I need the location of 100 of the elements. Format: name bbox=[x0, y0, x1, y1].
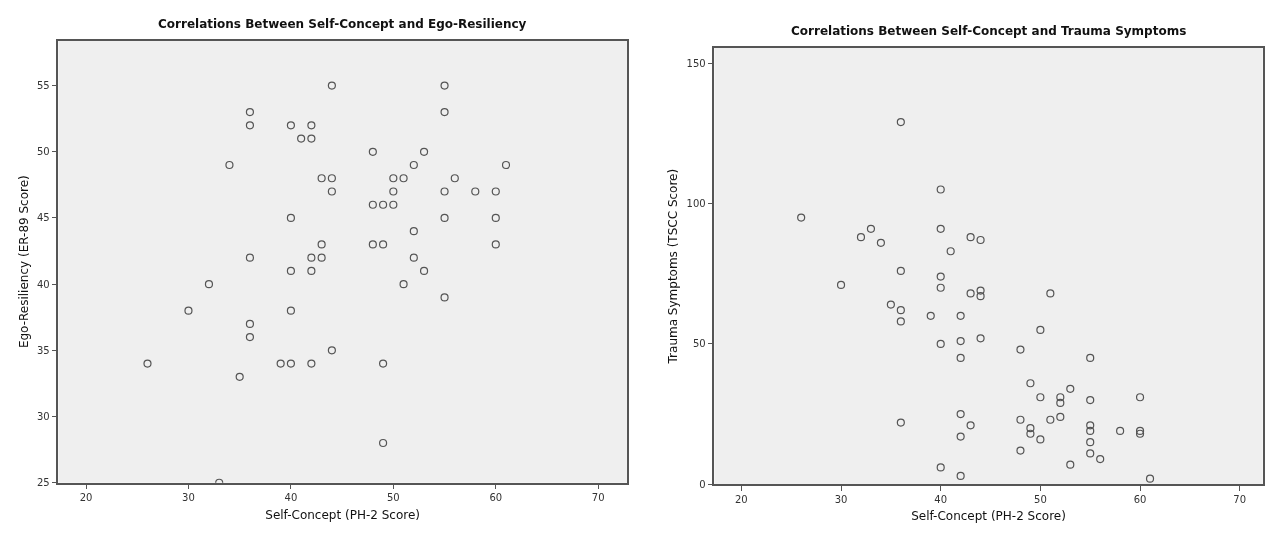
point bbox=[491, 187, 500, 196]
point bbox=[379, 438, 388, 448]
x-axis-title: Self-Concept (PH-2 Score) bbox=[911, 509, 1066, 524]
x-tick-label: 40 bbox=[284, 492, 298, 504]
point bbox=[1016, 345, 1025, 354]
point bbox=[440, 293, 449, 302]
point bbox=[317, 253, 326, 262]
point bbox=[856, 233, 866, 242]
point bbox=[389, 174, 398, 183]
point bbox=[1056, 412, 1065, 422]
point bbox=[286, 121, 295, 130]
x-tick-label: 20 bbox=[734, 494, 748, 506]
point bbox=[1036, 435, 1045, 444]
point bbox=[1086, 449, 1095, 458]
point bbox=[307, 359, 316, 368]
point bbox=[286, 359, 295, 368]
point bbox=[1086, 395, 1095, 405]
point bbox=[389, 200, 398, 209]
point bbox=[836, 280, 846, 290]
point bbox=[956, 311, 965, 320]
point bbox=[1086, 421, 1095, 430]
point bbox=[368, 200, 377, 209]
chart-title: Correlations Between Self-Concept and Trauma Symptoms bbox=[791, 24, 1187, 38]
x-tick-label: 40 bbox=[934, 494, 948, 506]
point bbox=[440, 187, 449, 196]
point bbox=[797, 213, 806, 222]
x-tick-label: 50 bbox=[1034, 494, 1047, 506]
y-axis-title: Trauma Symptoms (TSCC Score) bbox=[666, 168, 681, 365]
point bbox=[419, 147, 429, 156]
point bbox=[501, 160, 511, 170]
y-tick-label: 50 bbox=[36, 146, 50, 158]
point bbox=[399, 280, 408, 289]
point bbox=[286, 266, 295, 276]
point bbox=[956, 432, 965, 441]
point bbox=[245, 107, 255, 117]
point bbox=[1026, 379, 1035, 388]
point bbox=[235, 372, 244, 381]
point bbox=[1046, 415, 1055, 424]
point bbox=[956, 353, 965, 363]
y-tick-label: 45 bbox=[36, 212, 50, 224]
point bbox=[1026, 429, 1035, 438]
point bbox=[1086, 438, 1095, 447]
point bbox=[307, 266, 316, 276]
point bbox=[936, 272, 945, 281]
point bbox=[379, 240, 388, 249]
y-tick-label: 25 bbox=[36, 477, 50, 489]
x-tick-label: 70 bbox=[591, 492, 605, 504]
point bbox=[245, 253, 255, 262]
point bbox=[976, 235, 985, 245]
point bbox=[1096, 454, 1105, 464]
point bbox=[450, 174, 459, 183]
point bbox=[379, 359, 388, 368]
point bbox=[976, 334, 985, 343]
point bbox=[1135, 393, 1145, 402]
point bbox=[976, 286, 985, 295]
point bbox=[327, 81, 336, 90]
point bbox=[1026, 424, 1035, 433]
point bbox=[926, 311, 935, 320]
point bbox=[409, 253, 418, 262]
point bbox=[471, 187, 480, 196]
point bbox=[1016, 415, 1025, 424]
point bbox=[936, 283, 945, 292]
x-tick-label: 20 bbox=[79, 492, 93, 504]
point bbox=[409, 227, 418, 236]
y-tick-label: 100 bbox=[686, 198, 706, 210]
point bbox=[936, 339, 945, 349]
point bbox=[440, 213, 449, 223]
x-tick-label: 60 bbox=[489, 492, 503, 504]
point bbox=[297, 134, 306, 143]
point bbox=[1046, 289, 1055, 298]
point bbox=[956, 410, 965, 419]
point bbox=[368, 147, 377, 156]
x-tick-label: 50 bbox=[386, 492, 400, 504]
point bbox=[307, 253, 316, 262]
point bbox=[245, 319, 255, 328]
y-tick-label: 0 bbox=[699, 478, 706, 490]
point bbox=[245, 333, 255, 342]
y-tick-label: 30 bbox=[36, 411, 50, 423]
point bbox=[966, 233, 975, 242]
point bbox=[327, 174, 336, 183]
x-tick-label: 60 bbox=[1133, 494, 1147, 506]
point bbox=[1036, 393, 1045, 402]
x-tick-label: 30 bbox=[834, 494, 848, 506]
chart-title: Correlations Between Self-Concept and Ego-Resiliency bbox=[158, 17, 527, 31]
point bbox=[1036, 325, 1045, 334]
point bbox=[1016, 446, 1025, 455]
point bbox=[307, 134, 316, 143]
point bbox=[936, 185, 945, 194]
point bbox=[317, 240, 326, 249]
y-tick-label: 150 bbox=[686, 57, 706, 69]
y-tick-label: 35 bbox=[36, 344, 50, 356]
point bbox=[491, 213, 500, 223]
x-tick-label: 30 bbox=[182, 492, 195, 504]
y-tick-label: 50 bbox=[692, 338, 706, 350]
point bbox=[317, 174, 326, 183]
point bbox=[184, 306, 193, 315]
point bbox=[419, 266, 429, 276]
point bbox=[440, 81, 449, 90]
point bbox=[966, 289, 975, 298]
y-tick-label: 55 bbox=[36, 80, 50, 92]
